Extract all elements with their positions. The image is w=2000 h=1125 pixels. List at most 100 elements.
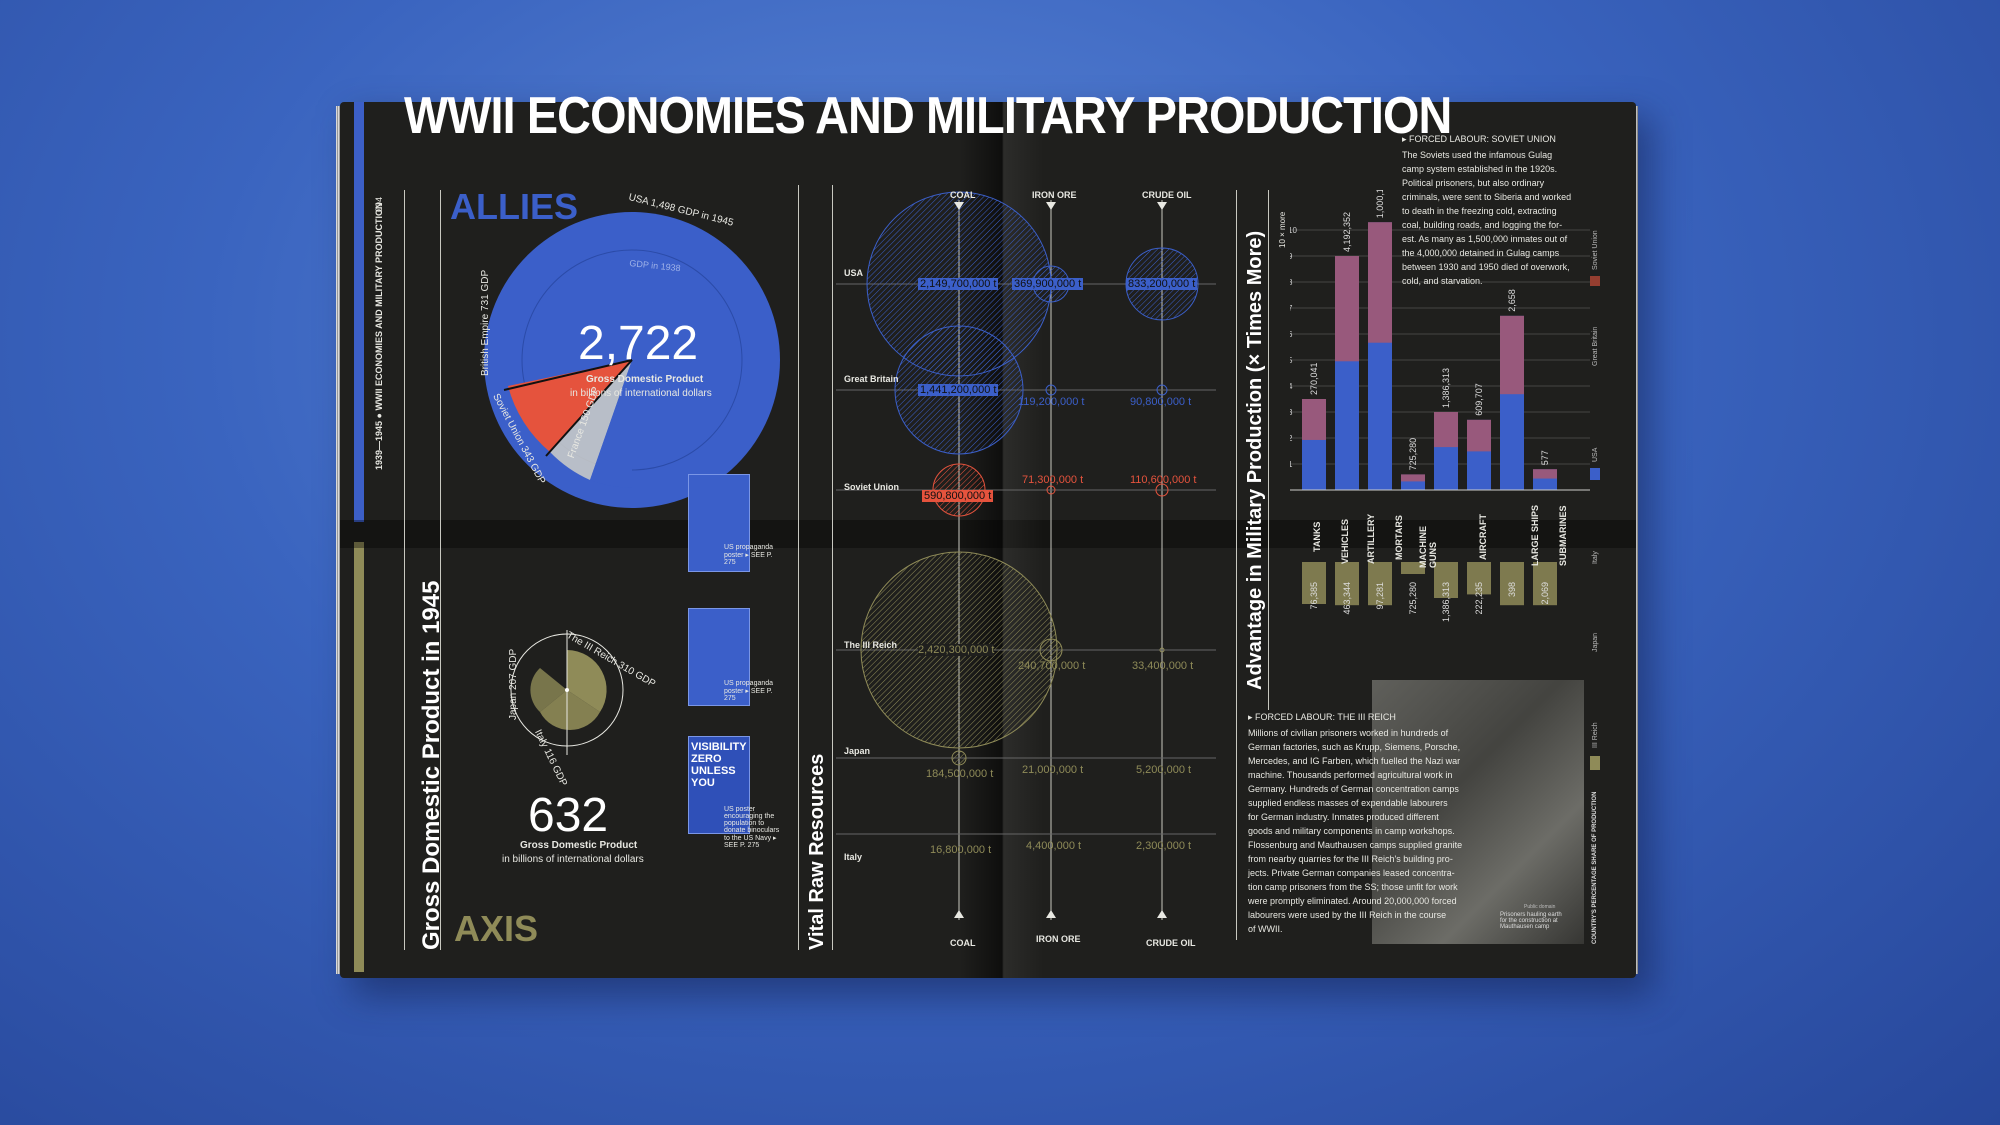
body-line: to death in the freezing cold, extractin… bbox=[1402, 206, 1557, 216]
japan-gdp-label: Japan 207 GDP bbox=[508, 648, 519, 720]
poster-3-text: VISIBILITY ZERO UNLESS YOU bbox=[691, 741, 747, 789]
axis-value-label: 2,069 bbox=[1540, 582, 1550, 605]
allies-value-label: 270,041 bbox=[1309, 362, 1319, 395]
body-line: of WWII. bbox=[1248, 924, 1283, 934]
res-usa-coal: 2,149,700,000 t bbox=[918, 278, 999, 290]
su-iron-bubble bbox=[1046, 485, 1056, 495]
y-tick: 1 bbox=[1290, 460, 1293, 469]
res-italy-coal: 16,800,000 t bbox=[930, 844, 992, 856]
divider bbox=[1236, 190, 1237, 940]
fl-reich-heading: ▸ FORCED LABOUR: THE III REICH bbox=[1248, 712, 1396, 722]
legend-swatch bbox=[1590, 468, 1600, 480]
res-gb-coal: 1,441,200,000 t bbox=[918, 384, 999, 396]
divider bbox=[404, 190, 405, 950]
body-line: the 4,000,000 detained in Gulag camps bbox=[1402, 248, 1560, 258]
soviet-share-bar bbox=[1467, 419, 1491, 452]
body-line: Flossenburg and Mauthausen camps supplie… bbox=[1248, 840, 1463, 850]
body-line: Mercedes, and IG Farben, which fuelled t… bbox=[1248, 756, 1461, 766]
axis-bar bbox=[1335, 562, 1359, 606]
divider bbox=[798, 185, 799, 950]
axis-gdp-total: 632 bbox=[528, 789, 609, 842]
col-coal-bottom: COAL bbox=[950, 938, 976, 948]
col-coal: COAL bbox=[950, 190, 976, 200]
y-tick: 10 bbox=[1290, 226, 1297, 235]
fl-soviet-heading: ▸ FORCED LABOUR: SOVIET UNION bbox=[1402, 134, 1556, 144]
british-gdp-wedge bbox=[590, 360, 632, 488]
res-country: Great Britain bbox=[844, 374, 899, 384]
res-usa-iron: 369,900,000 t bbox=[1012, 278, 1084, 290]
res-country: Soviet Union bbox=[844, 482, 900, 492]
res-reich-iron: 240,700,000 t bbox=[1018, 660, 1086, 672]
body-line: The Soviets used the infamous Gulag bbox=[1402, 150, 1553, 160]
body-line: coal, building roads, and logging the fo… bbox=[1402, 220, 1563, 230]
body-line: est. As many as 1,500,000 inmates out of bbox=[1402, 234, 1568, 244]
divider bbox=[440, 190, 441, 950]
res-italy-oil: 2,300,000 t bbox=[1136, 840, 1192, 852]
gb-iron-bubble bbox=[1045, 384, 1057, 396]
british-gdp-label: British Empire 731 GDP bbox=[480, 269, 491, 376]
axis-bar bbox=[1500, 562, 1524, 606]
col-oil-bottom: CRUDE OIL bbox=[1146, 938, 1196, 948]
category-label: SUBMARINES bbox=[1558, 505, 1568, 566]
allies-value-label: 2,658 bbox=[1507, 289, 1517, 312]
gb-oil-bubble bbox=[1156, 384, 1168, 396]
res-su-iron: 71,300,000 t bbox=[1022, 474, 1084, 486]
category-label: LARGE SHIPS bbox=[1530, 504, 1540, 566]
photo-credit: Public domain bbox=[1524, 904, 1556, 910]
axis-bar bbox=[1467, 562, 1491, 595]
allies-value-label: 1,386,313 bbox=[1441, 368, 1451, 408]
legend-swatch bbox=[1590, 756, 1600, 770]
poster-image-1 bbox=[688, 474, 750, 572]
divider bbox=[1268, 190, 1269, 710]
axis-heading: AXIS bbox=[454, 908, 539, 949]
res-reich-coal: 2,420,300,000 t bbox=[918, 644, 995, 656]
legend-usa: USA bbox=[1592, 447, 1599, 462]
category-label: VEHICLES bbox=[1340, 518, 1350, 564]
production-section-title: Advantage in Military Production (× Time… bbox=[1244, 230, 1266, 690]
body-line: cold, and starvation. bbox=[1402, 276, 1483, 286]
res-italy-iron: 4,400,000 t bbox=[1026, 840, 1082, 852]
body-line: supplied endless masses of expendable la… bbox=[1248, 798, 1448, 808]
axis-value-label: 725,280 bbox=[1408, 582, 1418, 615]
body-line: machine. Thousands performed agricultura… bbox=[1248, 770, 1453, 780]
allies-value-label: 1,000,151 bbox=[1375, 190, 1385, 218]
gdp-section-title: Gross Domestic Product in 1945 bbox=[418, 580, 445, 950]
allies-gdp-caption2: in billions of international dollars bbox=[570, 388, 712, 399]
body-line: for German industry. Inmates produced di… bbox=[1248, 812, 1439, 822]
allies-gdp-caption: Gross Domestic Product bbox=[586, 374, 704, 385]
axis-value-label: 76,385 bbox=[1309, 582, 1319, 610]
poster-image-3: VISIBILITY ZERO UNLESS YOU bbox=[688, 736, 750, 834]
body-line: Germany. Hundreds of German concentratio… bbox=[1248, 784, 1459, 794]
allies-value-label: 577 bbox=[1540, 450, 1550, 465]
legend-soviet: Soviet Union bbox=[1592, 230, 1599, 270]
y-tick: 2 bbox=[1290, 434, 1293, 443]
color-spine bbox=[350, 102, 370, 978]
axis-bar bbox=[1533, 562, 1557, 606]
allies-heading: ALLIES bbox=[450, 186, 579, 227]
page-number: 094 bbox=[374, 196, 384, 212]
soviet-share-bar bbox=[1368, 222, 1392, 343]
legend-japan: Japan bbox=[1592, 632, 1599, 652]
production-y-label: 10 × more bbox=[1278, 211, 1287, 248]
y-tick: 5 bbox=[1290, 356, 1293, 365]
axis-value-label: 1,386,313 bbox=[1441, 582, 1451, 622]
share-label: COUNTRY'S PERCENTAGE SHARE OF PRODUCTION bbox=[1592, 791, 1598, 944]
soviet-share-bar bbox=[1500, 315, 1524, 395]
axis-bar bbox=[1434, 562, 1458, 598]
legend-italy: Italy bbox=[1592, 551, 1599, 564]
body-line: German factories, such as Krupp, Siemens… bbox=[1248, 742, 1461, 752]
poster-caption-2: US propaganda poster ▸ SEE P. 275 bbox=[724, 680, 774, 702]
res-country: USA bbox=[844, 268, 864, 278]
y-tick: 8 bbox=[1290, 278, 1293, 287]
axis-gdp-caption: Gross Domestic Product bbox=[520, 840, 638, 851]
page-title: WWII ECONOMIES AND MILITARY PRODUCTION bbox=[404, 87, 1452, 145]
category-label: AIRCRAFT bbox=[1478, 514, 1488, 560]
allies-gdp-total: 2,722 bbox=[578, 317, 699, 370]
reich-iron-bubble bbox=[1039, 638, 1063, 662]
res-su-coal: 590,800,000 t bbox=[922, 490, 994, 502]
res-japan-oil: 5,200,000 t bbox=[1136, 764, 1192, 776]
legend-swatch bbox=[1590, 276, 1600, 286]
res-japan-iron: 21,000,000 t bbox=[1022, 764, 1084, 776]
y-tick: 4 bbox=[1290, 382, 1293, 391]
body-line: between 1930 and 1950 died of overwork, bbox=[1402, 262, 1570, 272]
